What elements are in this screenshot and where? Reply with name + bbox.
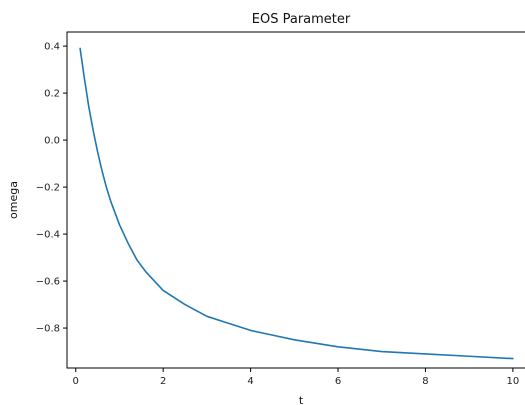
- y-tick-label: −0.4: [36, 230, 60, 241]
- y-tick-label: 0.0: [44, 136, 60, 147]
- y-tick-label: 0.4: [44, 42, 60, 53]
- x-tick-label: 6: [335, 376, 341, 387]
- y-tick-label: −0.8: [36, 324, 60, 335]
- x-tick-label: 4: [247, 376, 253, 387]
- x-tick-label: 8: [422, 376, 428, 387]
- y-tick-label: −0.2: [36, 183, 60, 194]
- y-axis-label: omega: [7, 181, 20, 219]
- y-tick-label: −0.6: [36, 277, 60, 288]
- x-tick-label: 10: [507, 376, 520, 387]
- x-tick-label: 2: [160, 376, 166, 387]
- series-line: [79, 47, 514, 360]
- x-axis: 0 2 4 6 8 10: [73, 368, 520, 387]
- x-axis-label: t: [299, 394, 304, 405]
- y-axis: 0.4 0.2 0.0 −0.2 −0.4 −0.6 −0.8: [36, 42, 67, 335]
- y-tick-label: 0.2: [44, 89, 60, 100]
- chart-title: EOS Parameter: [252, 12, 351, 27]
- x-tick-label: 0: [73, 376, 79, 387]
- plot-area: [66, 31, 525, 369]
